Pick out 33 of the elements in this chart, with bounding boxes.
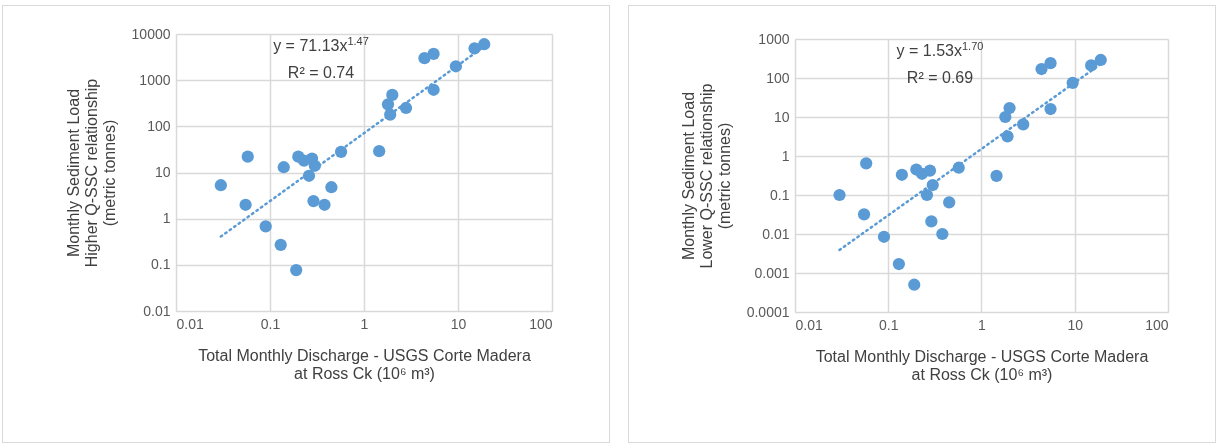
y-tick-label: 100 — [147, 117, 171, 134]
y-tick-label: 1000 — [139, 71, 171, 88]
y-tick-label: 10 — [773, 108, 790, 125]
x-tick-label: 10 — [1067, 316, 1084, 333]
y-tick-label: 0.01 — [143, 302, 171, 319]
annotation: R² = 0.69 — [906, 69, 974, 87]
x-axis-title: Total Monthly Discharge - USGS Corte Madera at Ross Ck (10⁶ m³) — [815, 347, 1149, 383]
x-tick-label: 1 — [978, 316, 987, 333]
y-tick-label: 1000 — [758, 30, 790, 47]
y-tick-label: 100 — [766, 69, 790, 86]
x-tick-label: 0.1 — [260, 315, 281, 332]
y-tick-label: 10000 — [131, 25, 171, 42]
y-tick-label: 1 — [162, 210, 171, 227]
annotation: R² = 0.74 — [287, 64, 355, 82]
y-tick-label: 10 — [154, 164, 171, 180]
y-axis-title: Monthly Sediment Load Lower Q-SSC relationship (metric tonnes) — [679, 83, 733, 269]
x-tick-label: 0.01 — [176, 315, 204, 332]
annotation: y = 1.53x$^{1.70}$ — [896, 40, 984, 60]
x-tick-label: 100 — [529, 315, 553, 332]
y-tick-label: 0.0001 — [746, 303, 790, 320]
y-tick-label: 0.001 — [754, 264, 790, 281]
y-tick-label: 0.1 — [770, 186, 790, 203]
x-tick-label: 100 — [1145, 316, 1169, 333]
x-tick-label: 10 — [450, 315, 467, 332]
x-axis-title: Total Monthly Discharge - USGS Corte Madera at Ross Ck (10⁶ m³) — [198, 346, 531, 382]
x-tick-label: 0.1 — [879, 316, 899, 333]
x-tick-label: 1 — [360, 315, 369, 332]
y-tick-label: 1 — [781, 147, 790, 164]
annotation: y = 71.13x$^{1.47}$ — [273, 35, 369, 55]
x-tick-label: 0.01 — [795, 316, 823, 333]
y-axis-title: Monthly Sediment Load Higher Q-SSC relationship (metric tonnes) — [64, 78, 118, 268]
y-tick-label: 0.1 — [151, 256, 171, 273]
y-tick-label: 0.01 — [762, 225, 790, 242]
